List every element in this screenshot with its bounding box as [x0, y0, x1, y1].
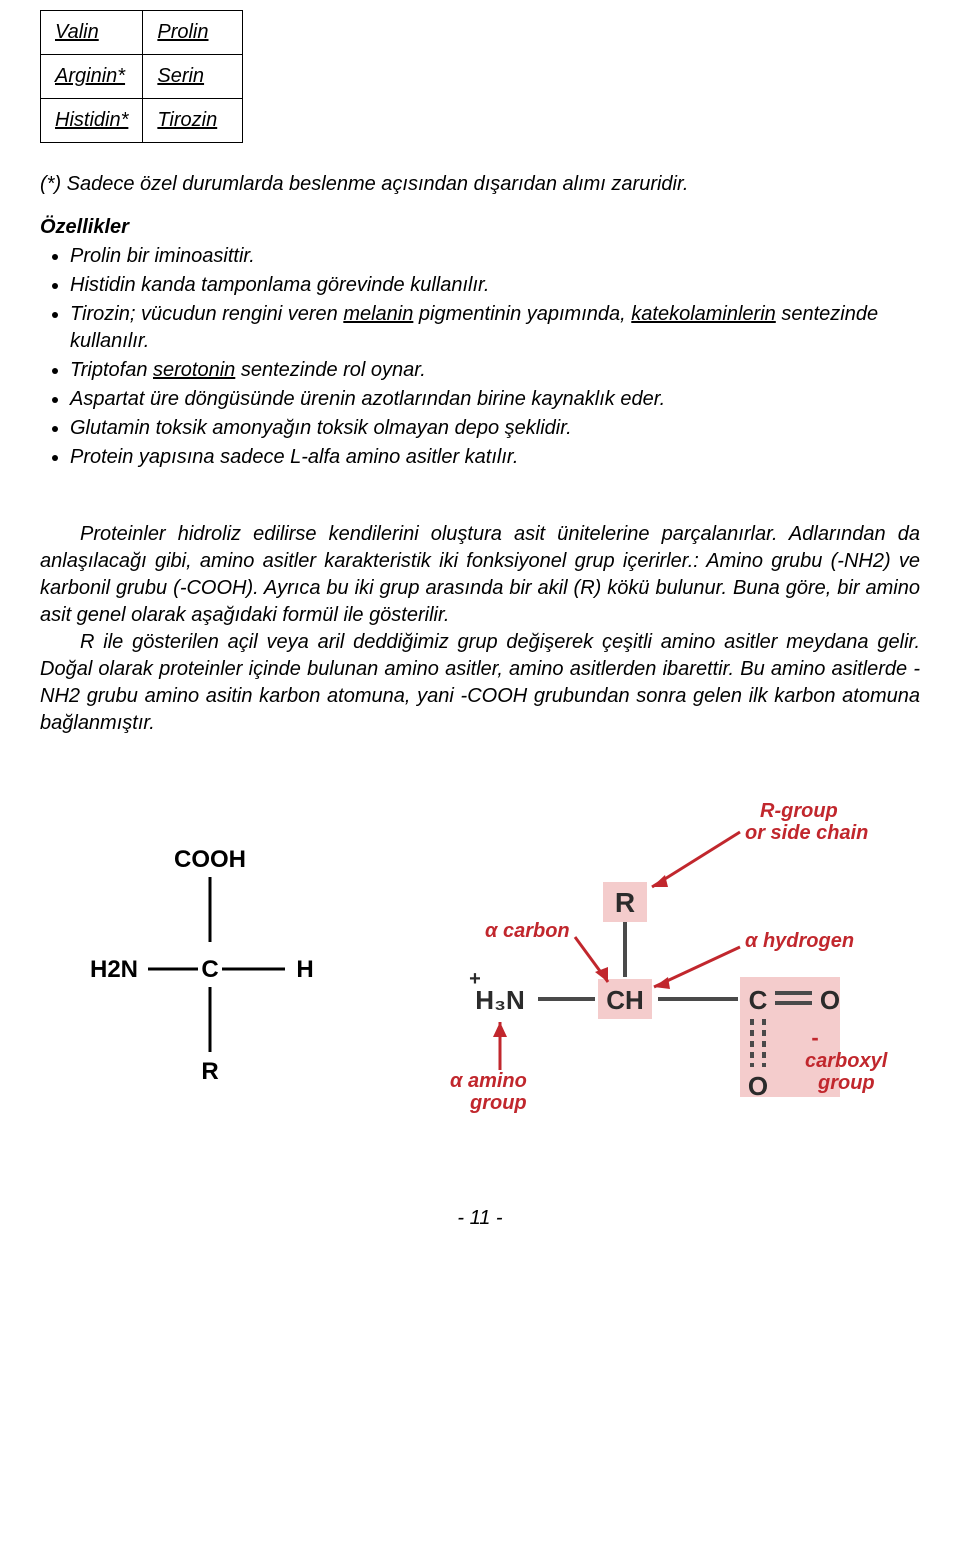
cell-arginin: Arginin*	[41, 55, 143, 99]
arrow-head-icon	[493, 1022, 507, 1037]
table-row: Valin Prolin	[41, 11, 243, 55]
list-item: Histidin kanda tamponlama görevinde kull…	[70, 272, 920, 299]
list-item: Triptofan serotonin sentezinde rol oynar…	[70, 357, 920, 384]
text: sentezinde rol oynar.	[235, 359, 425, 381]
footnote-text: (*) Sadece özel durumlarda beslenme açıs…	[40, 173, 920, 196]
underline-serotonin: serotonin	[153, 359, 235, 381]
label-carboxyl: carboxyl	[805, 1050, 888, 1072]
list-item: Tirozin; vücudun rengini veren melanin p…	[70, 301, 920, 355]
arrow-head-icon	[654, 977, 670, 989]
label-r-group: R-group	[760, 800, 838, 822]
paragraph-block: Proteinler hidroliz edilirse kendilerini…	[40, 521, 920, 737]
cell-valin: Valin	[41, 11, 143, 55]
label-h: H	[296, 956, 313, 983]
table-row: Arginin* Serin	[41, 55, 243, 99]
amino-acid-annotated-diagram: R-group or side chain R α carbon α hydro…	[390, 787, 890, 1147]
table-row: Histidin* Tirozin	[41, 99, 243, 143]
amino-acid-table: Valin Prolin Arginin* Serin Histidin* Ti…	[40, 10, 243, 143]
cell-histidin: Histidin*	[41, 99, 143, 143]
paragraph-1: Proteinler hidroliz edilirse kendilerini…	[40, 521, 920, 629]
atom-h3n: H₃N	[475, 985, 525, 1015]
cell-tirozin: Tirozin	[143, 99, 243, 143]
atom-ch: CH	[606, 985, 644, 1015]
text: Triptofan	[70, 359, 153, 381]
label-alpha-amino: α amino	[450, 1070, 527, 1092]
list-item: Prolin bir iminoasittir.	[70, 243, 920, 270]
label-group1: group	[469, 1092, 527, 1114]
label-cooh: COOH	[174, 846, 246, 873]
atom-c: C	[749, 985, 768, 1015]
underline-katekolaminlerin: katekolaminlerin	[631, 303, 776, 325]
text: Tirozin; vücudun rengini veren	[70, 303, 343, 325]
cell-prolin: Prolin	[143, 11, 243, 55]
label-side-chain: or side chain	[745, 822, 868, 844]
atom-o2: O	[748, 1071, 768, 1101]
label-alpha-carbon: α carbon	[485, 920, 570, 942]
label-minus: -	[811, 1025, 818, 1050]
label-group2: group	[817, 1072, 875, 1094]
list-item: Protein yapısına sadece L-alfa amino asi…	[70, 444, 920, 471]
atom-o1: O	[820, 985, 840, 1015]
amino-acid-simple-diagram: COOH H2N C H R	[60, 827, 360, 1107]
bullet-list: Prolin bir iminoasittir. Histidin kanda …	[70, 243, 920, 471]
cell-serin: Serin	[143, 55, 243, 99]
label-c: C	[201, 956, 218, 983]
label-alpha-hydrogen: α hydrogen	[745, 930, 854, 952]
underline-melanin: melanin	[343, 303, 413, 325]
section-heading: Özellikler	[40, 216, 920, 239]
diagram-container: COOH H2N C H R R-group or side cha	[60, 787, 920, 1147]
list-item: Aspartat üre döngüsünde ürenin azotların…	[70, 386, 920, 413]
paragraph-2: R ile gösterilen açil veya aril deddiğim…	[40, 629, 920, 737]
label-r: R	[201, 1058, 218, 1085]
list-item: Glutamin toksik amonyağın toksik olmayan…	[70, 415, 920, 442]
page-number: - 11 -	[40, 1207, 920, 1230]
text: pigmentinin yapımında,	[413, 303, 631, 325]
atom-r: R	[615, 887, 635, 918]
label-h2n: H2N	[90, 956, 138, 983]
